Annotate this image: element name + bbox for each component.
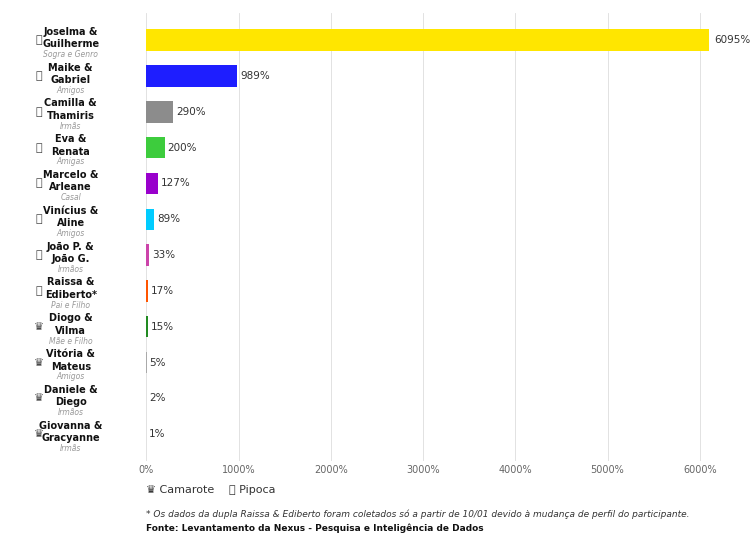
- Text: ♛: ♛: [34, 322, 44, 332]
- Bar: [146, 137, 165, 158]
- Text: Irmãs: Irmãs: [60, 444, 81, 453]
- Bar: [146, 65, 238, 87]
- Text: Casal: Casal: [60, 193, 81, 203]
- Text: 200%: 200%: [167, 143, 197, 152]
- Text: ♛: ♛: [34, 429, 44, 439]
- Text: ♛: ♛: [34, 358, 44, 368]
- Text: 290%: 290%: [176, 107, 206, 117]
- Text: Maike &
Gabriel: Maike & Gabriel: [49, 62, 93, 85]
- Text: Pai e Filho: Pai e Filho: [51, 301, 90, 310]
- Text: Eva &
Renata: Eva & Renata: [51, 134, 90, 157]
- Text: ⛮: ⛮: [35, 71, 42, 81]
- Text: Sogra e Genro: Sogra e Genro: [44, 50, 98, 59]
- Bar: [146, 316, 148, 337]
- Text: Vitória &
Mateus: Vitória & Mateus: [46, 349, 95, 372]
- Text: 33%: 33%: [152, 250, 176, 260]
- Text: ⛮: ⛮: [35, 214, 42, 224]
- Text: Amigos: Amigos: [56, 229, 85, 238]
- Text: ♛: ♛: [34, 393, 44, 403]
- Text: ⛮ Pipoca: ⛮ Pipoca: [229, 486, 275, 495]
- Text: Amigos: Amigos: [56, 373, 85, 382]
- Text: Irmãos: Irmãos: [58, 265, 84, 274]
- Text: Joselma &
Guilherme: Joselma & Guilherme: [42, 27, 99, 49]
- Text: Daniele &
Diego: Daniele & Diego: [44, 385, 98, 407]
- Bar: [146, 244, 149, 266]
- Text: Camilla &
Thamiris: Camilla & Thamiris: [44, 99, 97, 121]
- Text: Irmãs: Irmãs: [60, 122, 81, 131]
- Text: Giovanna &
Gracyanne: Giovanna & Gracyanne: [39, 421, 102, 443]
- Bar: [146, 173, 158, 194]
- Text: Irmãos: Irmãos: [58, 408, 84, 417]
- Bar: [146, 208, 154, 230]
- Text: 15%: 15%: [151, 322, 173, 332]
- Text: ⛮: ⛮: [35, 143, 42, 152]
- Text: 1%: 1%: [149, 429, 166, 439]
- Text: 989%: 989%: [240, 71, 270, 81]
- Text: 127%: 127%: [160, 179, 190, 189]
- Text: Amigas: Amigas: [56, 157, 85, 166]
- Text: ⛮: ⛮: [35, 35, 42, 45]
- Text: 6095%: 6095%: [714, 35, 750, 45]
- Text: ♛ Camarote: ♛ Camarote: [146, 486, 214, 495]
- Text: Amigos: Amigos: [56, 86, 85, 95]
- Text: Mãe e Filho: Mãe e Filho: [49, 336, 92, 345]
- Bar: [146, 101, 173, 123]
- Text: Raissa &
Ediberto*: Raissa & Ediberto*: [45, 278, 97, 300]
- Text: 2%: 2%: [149, 393, 166, 403]
- Text: ⛮: ⛮: [35, 250, 42, 260]
- Text: ⛮: ⛮: [35, 179, 42, 189]
- Text: 17%: 17%: [151, 286, 174, 296]
- Text: Marcelo &
Arleane: Marcelo & Arleane: [43, 170, 98, 192]
- Text: Fonte: Levantamento da Nexus - Pesquisa e Inteligência de Dados: Fonte: Levantamento da Nexus - Pesquisa …: [146, 524, 484, 533]
- Bar: [146, 29, 709, 51]
- Text: Diogo &
Vilma: Diogo & Vilma: [49, 313, 92, 336]
- Text: Vinícius &
Aline: Vinícius & Aline: [43, 206, 98, 228]
- Text: ⛮: ⛮: [35, 286, 42, 296]
- Bar: [146, 280, 148, 302]
- Text: ⛮: ⛮: [35, 107, 42, 117]
- Text: * Os dados da dupla Raissa & Ediberto foram coletados só a partir de 10/01 devid: * Os dados da dupla Raissa & Ediberto fo…: [146, 510, 690, 519]
- Text: João P. &
João G.: João P. & João G.: [46, 241, 94, 264]
- Text: 5%: 5%: [149, 358, 166, 368]
- Text: 89%: 89%: [158, 214, 180, 224]
